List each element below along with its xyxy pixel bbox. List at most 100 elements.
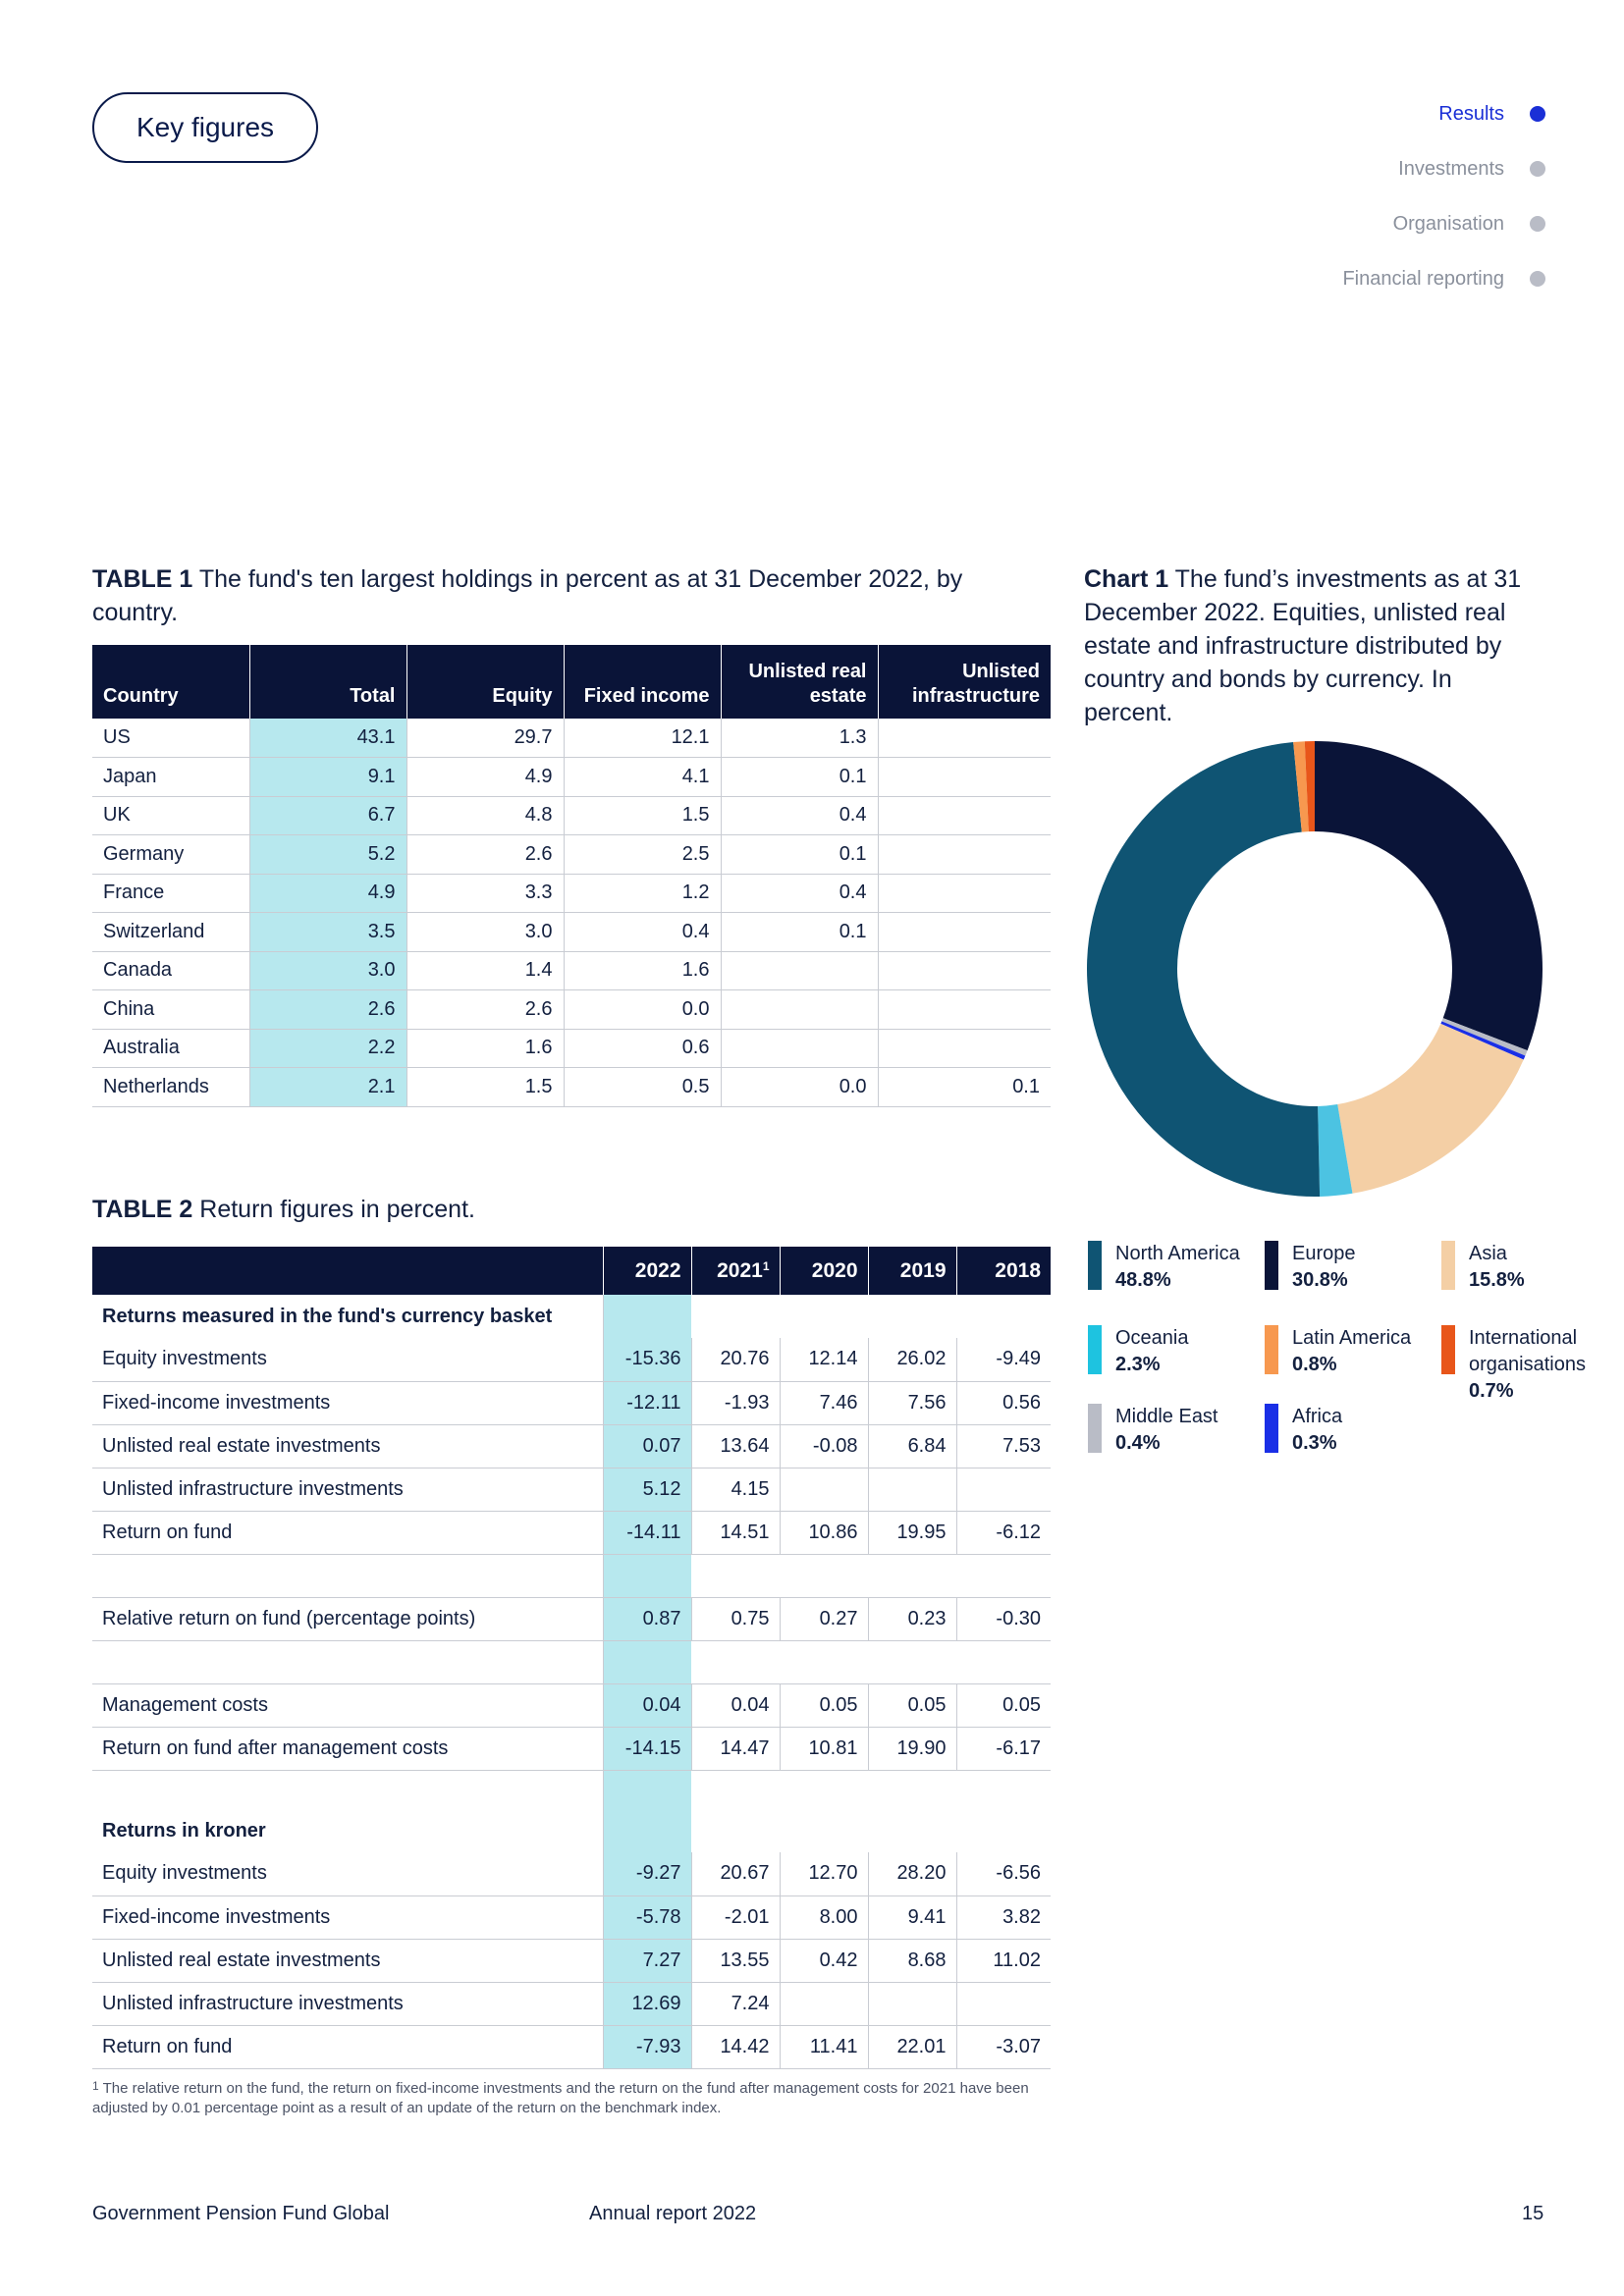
value-cell: 9.1 <box>248 757 406 797</box>
value-cell <box>720 1029 878 1068</box>
table-row: Return on fund -14.11 14.51 10.86 19.95 -6.12 <box>92 1511 1051 1555</box>
value-cell: 7.46 <box>779 1381 868 1425</box>
country-cell: France <box>92 874 249 913</box>
nav-dot-icon <box>1530 161 1545 177</box>
table-row: China 2.6 2.6 0.0 <box>92 989 1051 1030</box>
value-cell: 0.07 <box>602 1424 691 1468</box>
legend-item: North America 48.8% <box>1088 1241 1240 1294</box>
value-cell: 3.5 <box>248 912 406 952</box>
legend-label: Oceania <box>1115 1327 1189 1349</box>
column-header: Unlisted infrastructure <box>877 645 1051 719</box>
value-cell: 1.2 <box>563 874 721 913</box>
table-row: Australia 2.2 1.6 0.6 <box>92 1029 1051 1068</box>
table-row: Canada 3.0 1.4 1.6 <box>92 951 1051 990</box>
chart1-caption-text: The fund’s investments as at 31 December… <box>1084 565 1522 726</box>
value-cell: 2.5 <box>563 834 721 875</box>
spacer-row <box>92 1770 1051 1809</box>
table-row: Switzerland 3.5 3.0 0.4 0.1 <box>92 912 1051 952</box>
nav-item-financial-reporting[interactable]: Financial reporting <box>1342 251 1545 306</box>
legend-item: Europe 30.8% <box>1265 1241 1356 1294</box>
country-cell: Germany <box>92 834 249 875</box>
value-cell: 3.82 <box>955 1896 1051 1940</box>
value-cell: 4.1 <box>563 757 721 797</box>
table-row: Germany 5.2 2.6 2.5 0.1 <box>92 834 1051 875</box>
donut-slice-middle-east <box>1441 1018 1528 1056</box>
legend-swatch <box>1088 1325 1102 1374</box>
table-row: France 4.9 3.3 1.2 0.4 <box>92 874 1051 913</box>
empty-cell <box>602 1554 691 1598</box>
value-cell <box>720 951 878 990</box>
section-title: Returns in kroner <box>102 1819 266 1842</box>
donut-slice-asia <box>1337 1023 1524 1194</box>
spacer-row <box>92 1554 1051 1598</box>
value-cell <box>867 1468 956 1512</box>
value-cell: 0.1 <box>720 912 878 952</box>
value-cell: -14.15 <box>602 1727 691 1771</box>
value-cell: 3.0 <box>406 912 564 952</box>
legend-item: Oceania 2.3% <box>1088 1325 1189 1378</box>
value-cell: -3.07 <box>955 2025 1051 2069</box>
value-cell: 19.95 <box>867 1511 956 1555</box>
value-cell <box>955 1982 1051 2026</box>
value-cell <box>877 1029 1051 1068</box>
empty-cell <box>691 1809 780 1852</box>
value-cell: 0.23 <box>867 1597 956 1641</box>
empty-cell <box>602 1295 691 1338</box>
legend-label: International organisations <box>1469 1327 1586 1375</box>
footnote-marker: 1 <box>762 1258 770 1273</box>
empty-cell <box>780 1554 868 1598</box>
footnote: 1 The relative return on the fund, the r… <box>92 2079 1055 2118</box>
value-cell: 13.64 <box>690 1424 780 1468</box>
value-cell <box>877 951 1051 990</box>
value-cell: 28.20 <box>867 1852 956 1896</box>
value-cell: -6.17 <box>955 1727 1051 1771</box>
section-header-row: Returns measured in the fund's currency … <box>92 1295 1051 1338</box>
value-cell: 14.42 <box>690 2025 780 2069</box>
value-cell: 0.87 <box>602 1597 691 1641</box>
investments-donut-chart <box>1087 741 1543 1197</box>
value-cell: 8.00 <box>779 1896 868 1940</box>
column-header: Country <box>92 645 249 719</box>
empty-cell <box>780 1295 868 1338</box>
row-label-cell: Unlisted infrastructure investments <box>92 1982 603 2026</box>
empty-cell <box>868 1554 956 1598</box>
value-cell <box>779 1468 868 1512</box>
value-cell: 1.5 <box>406 1067 564 1107</box>
nav-item-organisation[interactable]: Organisation <box>1342 196 1545 251</box>
column-header: Equity <box>406 645 564 719</box>
empty-cell <box>868 1809 956 1852</box>
value-cell: 8.68 <box>867 1939 956 1983</box>
nav-dot-icon <box>1530 271 1545 287</box>
key-figures-pill[interactable]: Key figures <box>92 92 318 163</box>
nav-item-results[interactable]: Results <box>1342 86 1545 141</box>
value-cell: 13.55 <box>690 1939 780 1983</box>
value-cell <box>867 1982 956 2026</box>
empty-cell <box>868 1640 956 1684</box>
value-cell <box>779 1982 868 2026</box>
country-cell: China <box>92 989 249 1030</box>
value-cell: -14.11 <box>602 1511 691 1555</box>
legend-value: 30.8% <box>1292 1269 1348 1291</box>
row-label-cell: Fixed-income investments <box>92 1381 603 1425</box>
value-cell: 0.6 <box>563 1029 721 1068</box>
column-header: Fixed income <box>563 645 721 719</box>
value-cell: 0.4 <box>563 912 721 952</box>
value-cell: 0.4 <box>720 796 878 835</box>
section-title: Returns measured in the fund's currency … <box>102 1305 553 1327</box>
value-cell: -5.78 <box>602 1896 691 1940</box>
donut-slice-africa <box>1440 1021 1526 1060</box>
value-cell: 12.69 <box>602 1982 691 2026</box>
legend-text: Latin America 0.8% <box>1292 1325 1411 1378</box>
legend-item: Middle East 0.4% <box>1088 1404 1218 1457</box>
value-cell: 0.1 <box>720 757 878 797</box>
value-cell: -7.93 <box>602 2025 691 2069</box>
donut-slice-europe <box>1315 741 1543 1051</box>
page-number: 15 <box>1522 2203 1544 2224</box>
legend-item: Latin America 0.8% <box>1265 1325 1411 1378</box>
table-header-row: Country Total Equity Fixed income Unlist… <box>92 645 1051 719</box>
nav-item-investments[interactable]: Investments <box>1342 141 1545 196</box>
value-cell <box>877 989 1051 1030</box>
donut-slice-oceania <box>1318 1104 1353 1197</box>
section-header-row: Returns in kroner <box>92 1809 1051 1852</box>
legend-label: Latin America <box>1292 1327 1412 1349</box>
